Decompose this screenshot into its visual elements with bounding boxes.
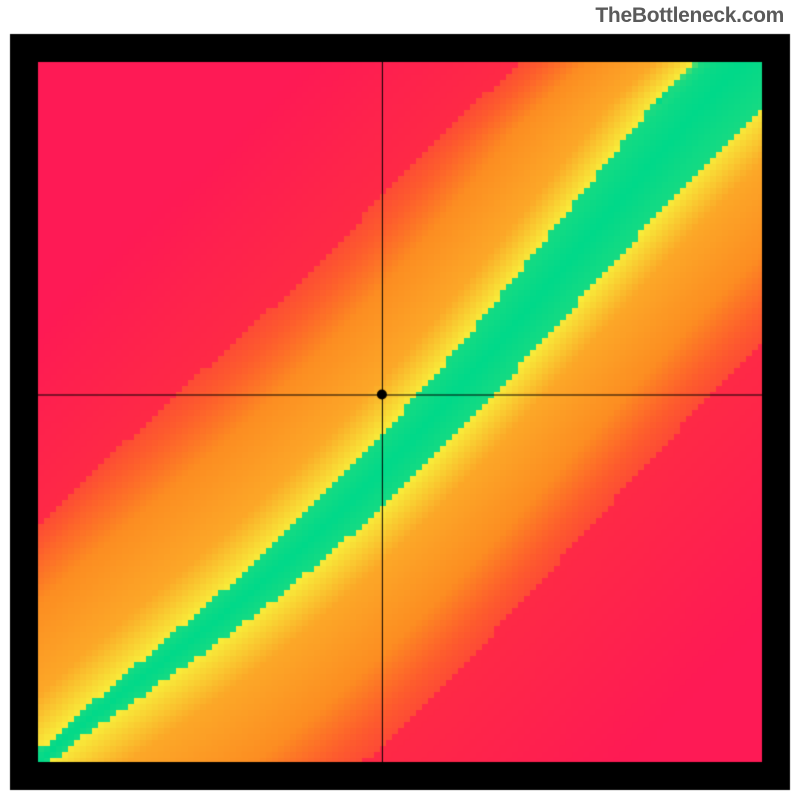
chart-container: TheBottleneck.com — [0, 0, 800, 800]
bottleneck-heatmap-canvas — [0, 0, 800, 800]
watermark-text: TheBottleneck.com — [595, 4, 784, 28]
